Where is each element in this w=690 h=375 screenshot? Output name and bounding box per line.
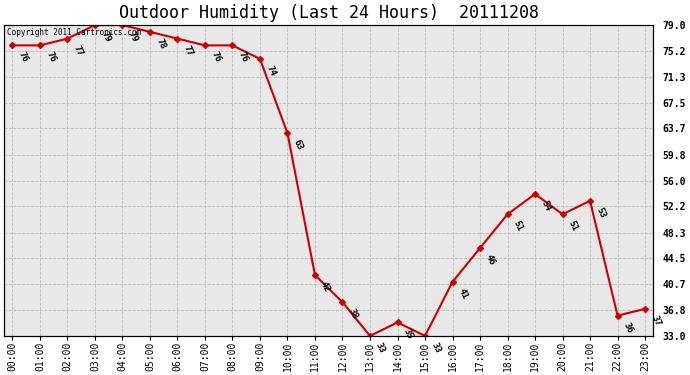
Title: Outdoor Humidity (Last 24 Hours)  20111208: Outdoor Humidity (Last 24 Hours) 2011120… [119, 4, 539, 22]
Text: 74: 74 [264, 64, 277, 78]
Text: 33: 33 [374, 341, 387, 355]
Text: 51: 51 [512, 219, 524, 233]
Text: 76: 76 [237, 51, 249, 64]
Text: 37: 37 [649, 314, 662, 327]
Text: 38: 38 [346, 307, 359, 321]
Text: 36: 36 [622, 321, 634, 334]
Text: 77: 77 [72, 44, 84, 57]
Text: 53: 53 [594, 206, 607, 219]
Text: 46: 46 [484, 253, 497, 267]
Text: 54: 54 [539, 199, 552, 213]
Text: 76: 76 [17, 51, 29, 64]
Text: Copyright 2011 Cartronics.com: Copyright 2011 Cartronics.com [8, 28, 141, 37]
Text: 41: 41 [457, 287, 469, 300]
Text: 33: 33 [429, 341, 442, 355]
Text: 78: 78 [154, 37, 167, 51]
Text: 79: 79 [99, 30, 112, 44]
Text: 76: 76 [209, 51, 221, 64]
Text: 35: 35 [402, 327, 415, 341]
Text: 79: 79 [126, 30, 139, 44]
Text: 51: 51 [566, 219, 580, 233]
Text: 77: 77 [181, 44, 195, 57]
Text: 76: 76 [44, 51, 57, 64]
Text: 63: 63 [292, 138, 304, 152]
Text: 42: 42 [319, 280, 332, 294]
